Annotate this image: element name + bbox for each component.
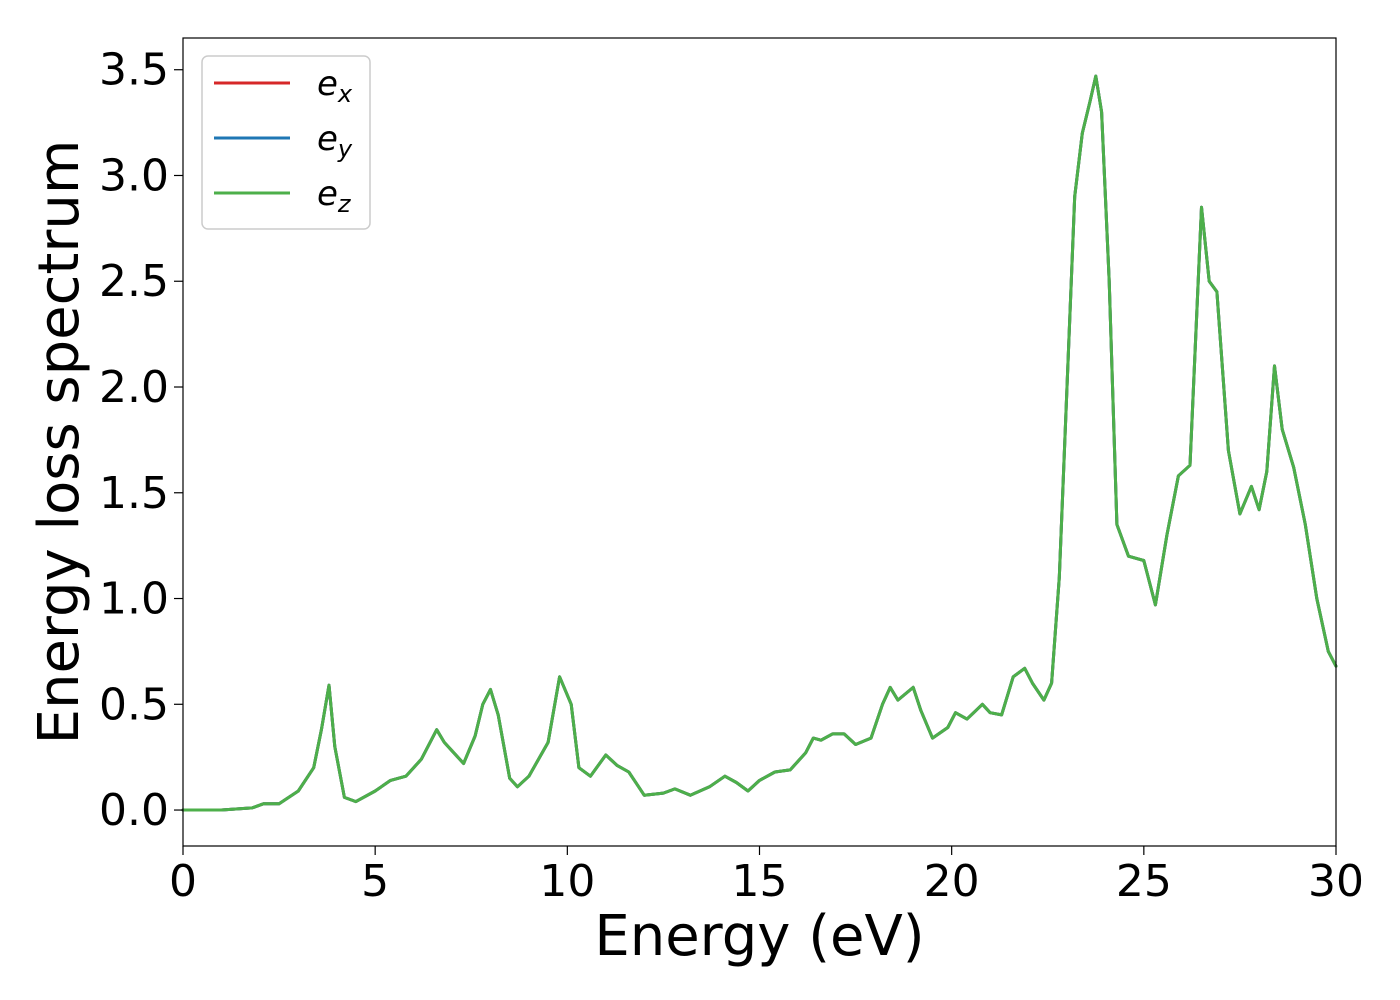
- legend-entry-ey: ey: [317, 119, 353, 163]
- legend-entry-base: e: [317, 119, 338, 159]
- x-tick-label: 5: [361, 856, 389, 907]
- legend-entry-subscript: y: [337, 135, 353, 163]
- y-axis-label: Energy loss spectrum: [27, 140, 92, 745]
- y-tick-label: 2.0: [99, 362, 169, 413]
- y-tick-label: 2.5: [99, 256, 169, 307]
- series-layer: [181, 74, 1338, 812]
- legend-entry-base: e: [317, 174, 338, 214]
- legend-entry-ex: ex: [317, 64, 353, 108]
- y-tick-label: 3.0: [99, 150, 169, 201]
- x-tick-label: 10: [539, 856, 595, 907]
- legend-entry-base: e: [317, 64, 338, 104]
- x-tick-label: 15: [732, 856, 788, 907]
- series-line-ez: [181, 74, 1338, 812]
- x-tick-label: 0: [169, 856, 197, 907]
- legend-entry-subscript: x: [337, 80, 353, 108]
- legend-box: [201, 55, 371, 230]
- legend-entry-subscript: z: [337, 190, 352, 218]
- y-tick-label: 3.5: [99, 45, 169, 96]
- y-axis: 0.0 0.5 1.0 1.5 2.0 2.5 3.0 3.5: [99, 45, 183, 836]
- y-tick-label: 0.5: [99, 679, 169, 730]
- plot-area: [183, 38, 1336, 846]
- y-tick-label: 1.0: [99, 574, 169, 625]
- x-axis: 0 5 10 15 20 25 30: [169, 846, 1364, 907]
- y-tick-label: 0.0: [99, 785, 169, 836]
- y-tick-label: 1.5: [99, 468, 169, 519]
- x-tick-label: 30: [1308, 856, 1364, 907]
- x-tick-label: 25: [1116, 856, 1172, 907]
- legend-entry-ez: ez: [317, 174, 352, 218]
- x-axis-label: Energy (eV): [594, 904, 924, 969]
- x-tick-label: 20: [924, 856, 980, 907]
